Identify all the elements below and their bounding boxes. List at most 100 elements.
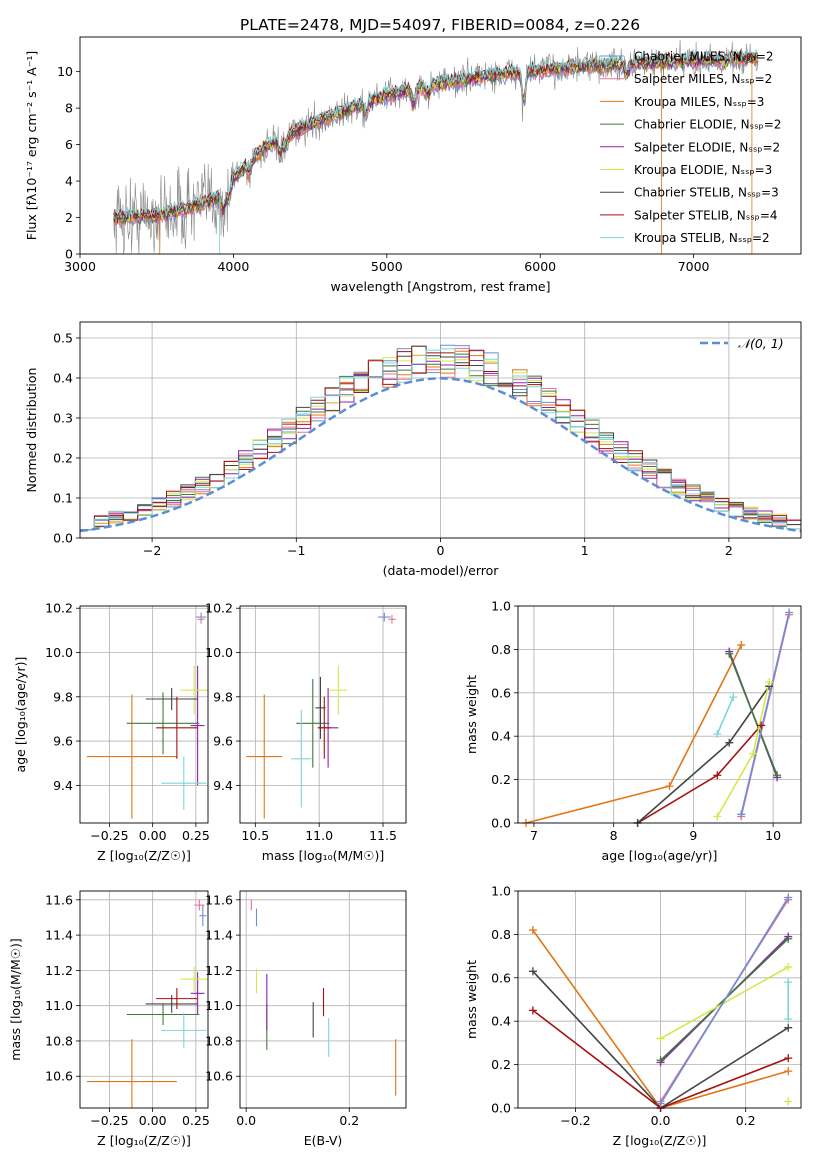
weight_vs_age-line-chabrier-elodie bbox=[728, 653, 778, 776]
age_vs_Z-y-tick-label: 10.2 bbox=[45, 601, 73, 616]
mass_vs_Z-point-kroupa-stelib bbox=[161, 1012, 207, 1049]
age_vs_mass-point-salpeter-stelib bbox=[317, 696, 331, 759]
spectrum-model-kroupa-stelib bbox=[113, 47, 759, 219]
residuals-hist-salpeter-stelib bbox=[80, 349, 801, 538]
weight_vs_age-y-axis-label: mass weight bbox=[464, 675, 479, 754]
weight_vs_age-y-tick-label: 0.0 bbox=[491, 816, 511, 831]
weight_vs_Z-x-axis-label: Z [log₁₀(Z/Z☉)] bbox=[613, 1133, 707, 1148]
age_vs_mass-point-salpeter-miles bbox=[388, 614, 396, 624]
age_vs_Z-y-axis-label: age [log₁₀(age/yr)] bbox=[13, 657, 28, 773]
mass_vs_ebv-frame bbox=[239, 890, 407, 1109]
weight_vs_Z-x-tick-label: 0.2 bbox=[736, 1113, 756, 1128]
mass_vs_Z-x-tick-label: 0.00 bbox=[139, 1113, 167, 1128]
spectrum-plot-area bbox=[113, 39, 759, 254]
mass_vs_Z-frame bbox=[79, 890, 209, 1109]
mass_vs_ebv-y-tick-label: 11.4 bbox=[205, 928, 233, 943]
weight_vs_age-x-axis-label: age [log₁₀(age/yr)] bbox=[602, 848, 718, 863]
weight_vs_Z-line-salpeter-stelib bbox=[532, 1009, 789, 1108]
weight_vs_age-marker-kroupa-elodie bbox=[713, 812, 722, 821]
residuals-y-axis-label: Normed distribution bbox=[24, 368, 39, 493]
residuals-x-tick-label: 1 bbox=[581, 543, 589, 558]
weight_vs_Z-marker-chabrier-elodie bbox=[656, 1056, 665, 1065]
age_vs_mass-point-kroupa-elodie bbox=[329, 665, 348, 715]
mass_vs_Z-point-chabrier-elodie bbox=[126, 1003, 200, 1026]
mass_vs_Z-y-tick-label: 10.6 bbox=[45, 1069, 73, 1084]
age_vs_Z-point-salpeter-miles bbox=[197, 614, 205, 624]
weight_vs_Z-marker-chabrier-stelib bbox=[528, 967, 537, 976]
age_vs_Z-x-tick-label: 0.00 bbox=[139, 828, 167, 843]
weight_vs_Z-marker-chabrier-miles bbox=[656, 1099, 665, 1108]
weight_vs_age-marker-chabrier-elodie bbox=[773, 771, 782, 780]
age_vs_mass-x-tick-label: 10.5 bbox=[241, 828, 269, 843]
legend-label-chabrier-miles: Chabrier MILES, Nₛₛₚ=2 bbox=[634, 50, 774, 64]
weight_vs_age-marker-salpeter-stelib bbox=[713, 771, 722, 780]
weight_vs_age-marker-chabrier-elodie bbox=[725, 649, 734, 658]
mass_vs_Z-point-kroupa-miles bbox=[86, 1039, 177, 1108]
weight_vs_age-y-tick-label: 0.6 bbox=[491, 685, 511, 700]
residuals-y-tick-label: 0.5 bbox=[53, 331, 73, 346]
mass_vs_Z-point-kroupa-elodie bbox=[180, 966, 208, 992]
mass_vs_ebv-x-tick-label: 0.2 bbox=[339, 1113, 359, 1128]
spectrum-x-tick-label: 7000 bbox=[678, 259, 710, 274]
legend-label-salpeter-miles: Salpeter MILES, Nₛₛₚ=2 bbox=[634, 72, 772, 86]
mass_vs_ebv-plot-area bbox=[240, 891, 406, 1108]
mass_vs_ebv-y-tick-label: 11.0 bbox=[205, 998, 233, 1013]
mass_vs_ebv-y-tick-label: 11.2 bbox=[205, 963, 233, 978]
weight_vs_age-marker-kroupa-miles bbox=[737, 641, 746, 650]
weight_vs_Z-line-chabrier-stelib bbox=[532, 970, 789, 1108]
weight_vs_age-y-tick-label: 0.4 bbox=[491, 729, 511, 744]
age_vs_Z-point-kroupa-stelib bbox=[161, 756, 207, 810]
residuals-y-tick-label: 0.4 bbox=[53, 371, 73, 386]
age_vs_mass-point-chabrier-miles bbox=[377, 612, 391, 622]
spectrum-frame bbox=[79, 36, 802, 255]
legend-label-kroupa-stelib: Kroupa STELIB, Nₛₛₚ=2 bbox=[634, 231, 770, 245]
mass_vs_Z-point-salpeter-miles bbox=[194, 899, 205, 911]
figure-title: PLATE=2478, MJD=54097, FIBERID=0084, z=0… bbox=[240, 16, 640, 34]
age_vs_Z-point-kroupa-miles bbox=[86, 694, 177, 819]
weight_vs_age-x-tick-label: 8 bbox=[610, 828, 618, 843]
weight_vs_Z-line-kroupa-elodie bbox=[660, 966, 789, 1040]
mass_vs_ebv-y-tick-label: 11.6 bbox=[205, 892, 233, 907]
mass_vs_Z-y-tick-label: 11.4 bbox=[45, 928, 73, 943]
weight_vs_age-line-kroupa-stelib bbox=[716, 696, 734, 735]
weight_vs_age-marker-kroupa-stelib bbox=[713, 730, 722, 739]
age_vs_mass-frame bbox=[239, 605, 407, 824]
spectrum-y-tick-label: 8 bbox=[65, 101, 73, 116]
weight_vs_Z-frame bbox=[517, 890, 802, 1109]
residuals-y-tick-label: 0.2 bbox=[53, 451, 73, 466]
weight_vs_Z-y-tick-label: 0.4 bbox=[491, 1014, 511, 1029]
weight_vs_age-marker-chabrier-miles bbox=[785, 608, 794, 617]
mass_vs_Z-point-salpeter-stelib bbox=[156, 988, 198, 1010]
weight_vs_Z-y-tick-label: 0.8 bbox=[491, 927, 511, 942]
spectrum-y-tick-label: 10 bbox=[57, 64, 73, 79]
weight_vs_Z-marker-salpeter-stelib bbox=[528, 1006, 537, 1015]
spectrum-x-tick-label: 5000 bbox=[371, 259, 403, 274]
residuals-x-tick-label: −1 bbox=[287, 543, 305, 558]
residuals-frame bbox=[79, 321, 802, 539]
mass_vs_Z-point-salpeter-elodie bbox=[190, 972, 205, 1015]
weight_vs_age-x-tick-label: 9 bbox=[689, 828, 697, 843]
spectrum-y-tick-label: 6 bbox=[65, 137, 73, 152]
weight_vs_Z-marker-kroupa-stelib bbox=[784, 978, 793, 987]
weight_vs_age-frame bbox=[517, 605, 802, 824]
mass_vs_ebv-x-tick-label: 0.0 bbox=[236, 1113, 256, 1128]
age_vs_Z-point-salpeter-elodie bbox=[190, 665, 205, 786]
weight_vs_Z-marker-chabrier-elodie bbox=[784, 934, 793, 943]
mass_vs_ebv-y-tick-label: 10.8 bbox=[205, 1033, 233, 1048]
legend-label-chabrier-elodie: Chabrier ELODIE, Nₛₛₚ=2 bbox=[634, 118, 781, 132]
weight_vs_Z-x-tick-label: 0.0 bbox=[651, 1113, 671, 1128]
residuals-y-tick-label: 0.3 bbox=[53, 411, 73, 426]
weight_vs_Z-marker-kroupa-elodie bbox=[784, 1097, 793, 1106]
legend-label-salpeter-stelib: Salpeter STELIB, Nₛₛₚ=4 bbox=[634, 208, 778, 222]
weight_vs_Z-x-tick-label: −0.2 bbox=[560, 1113, 590, 1128]
weight_vs_Z-line-chabrier-miles bbox=[659, 897, 789, 1105]
weight_vs_age-line-chabrier-miles bbox=[740, 612, 790, 815]
weight_vs_age-marker-kroupa-miles bbox=[665, 782, 674, 791]
mass_vs_Z-y-tick-label: 10.8 bbox=[45, 1033, 73, 1048]
weight_vs_age-marker-kroupa-elodie bbox=[749, 749, 758, 758]
legend-label-kroupa-miles: Kroupa MILES, Nₛₛₚ=3 bbox=[634, 95, 764, 109]
weight_vs_age-marker-chabrier-miles bbox=[737, 810, 746, 819]
weight_vs_age-plot-area bbox=[518, 606, 801, 823]
mass_vs_ebv-x-axis-label: E(B-V) bbox=[304, 1133, 343, 1148]
